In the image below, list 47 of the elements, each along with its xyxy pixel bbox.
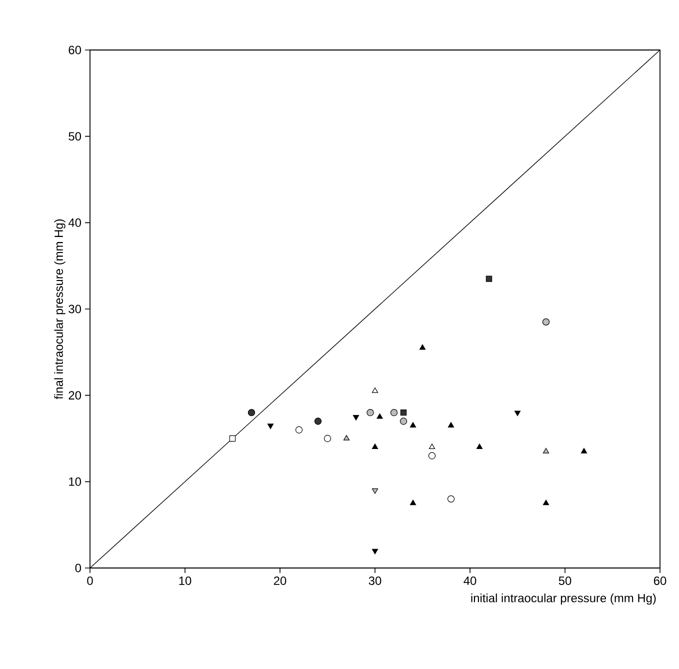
point [376, 413, 383, 419]
x-tick-label: 60 [654, 576, 666, 585]
x-tick-label: 50 [558, 576, 572, 585]
point [314, 418, 322, 425]
x-tick-label: 0 [87, 576, 93, 585]
point [514, 410, 521, 416]
point [366, 409, 374, 416]
point [343, 435, 350, 440]
x-tick-label: 30 [368, 576, 382, 585]
point [248, 409, 256, 416]
y-tick-label: 30 [68, 304, 82, 314]
y-tick-label: 10 [69, 477, 82, 486]
y-tick-label: 20 [68, 391, 82, 400]
point [410, 422, 416, 428]
point [476, 444, 483, 450]
point [400, 410, 407, 416]
point [486, 276, 492, 282]
x-tick-label: 10 [179, 576, 192, 585]
point [372, 444, 378, 450]
point [400, 418, 408, 425]
point [542, 448, 550, 454]
y-tick-label: 0 [75, 564, 82, 572]
point [447, 495, 455, 503]
y-tick-label: 40 [68, 218, 82, 227]
point [390, 409, 398, 416]
x-tick-label: 40 [464, 576, 476, 585]
point [267, 424, 274, 430]
point [542, 500, 550, 506]
point [428, 452, 436, 460]
point [372, 488, 378, 494]
y-tick-label: 50 [68, 132, 82, 141]
point [448, 422, 454, 428]
point [372, 388, 378, 393]
point [229, 435, 236, 442]
y-axis-title: final intraocular pressure (mm Hg) [54, 219, 66, 400]
point [324, 434, 332, 442]
point [352, 415, 360, 420]
point [410, 500, 416, 506]
point [580, 448, 588, 454]
point [419, 344, 426, 350]
x-axis-title: initial intraocular pressure (mm Hg) [471, 594, 656, 605]
point [428, 444, 436, 450]
point [542, 318, 550, 326]
point [295, 426, 303, 434]
x-tick-label: 20 [274, 576, 286, 585]
y-tick-label: 60 [68, 46, 82, 54]
point [372, 548, 378, 554]
